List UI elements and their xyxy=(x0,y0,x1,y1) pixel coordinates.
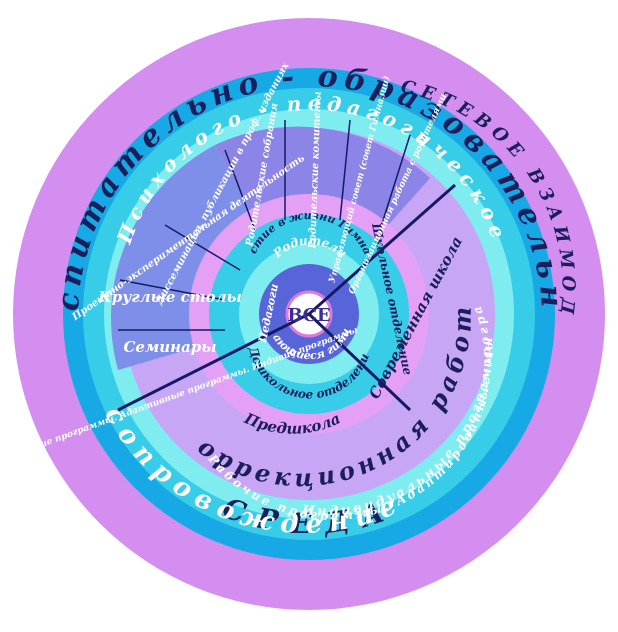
divider-top-right xyxy=(308,183,456,316)
divider-l1 xyxy=(164,224,241,271)
teacher-sector-seminars: Семинары xyxy=(123,338,216,356)
sub-dividers xyxy=(118,119,411,331)
teacher-sector-roundtables: Круглые столы xyxy=(97,288,242,306)
divider-right-lower xyxy=(307,312,412,412)
sector-dividers xyxy=(117,183,456,412)
divider-t3 xyxy=(339,119,351,221)
divider-l2 xyxy=(119,279,226,301)
center-label: ВСЕ xyxy=(287,305,330,326)
divider-left-lower xyxy=(117,312,310,412)
divider-t4 xyxy=(379,134,411,231)
divider-t1 xyxy=(224,149,256,231)
